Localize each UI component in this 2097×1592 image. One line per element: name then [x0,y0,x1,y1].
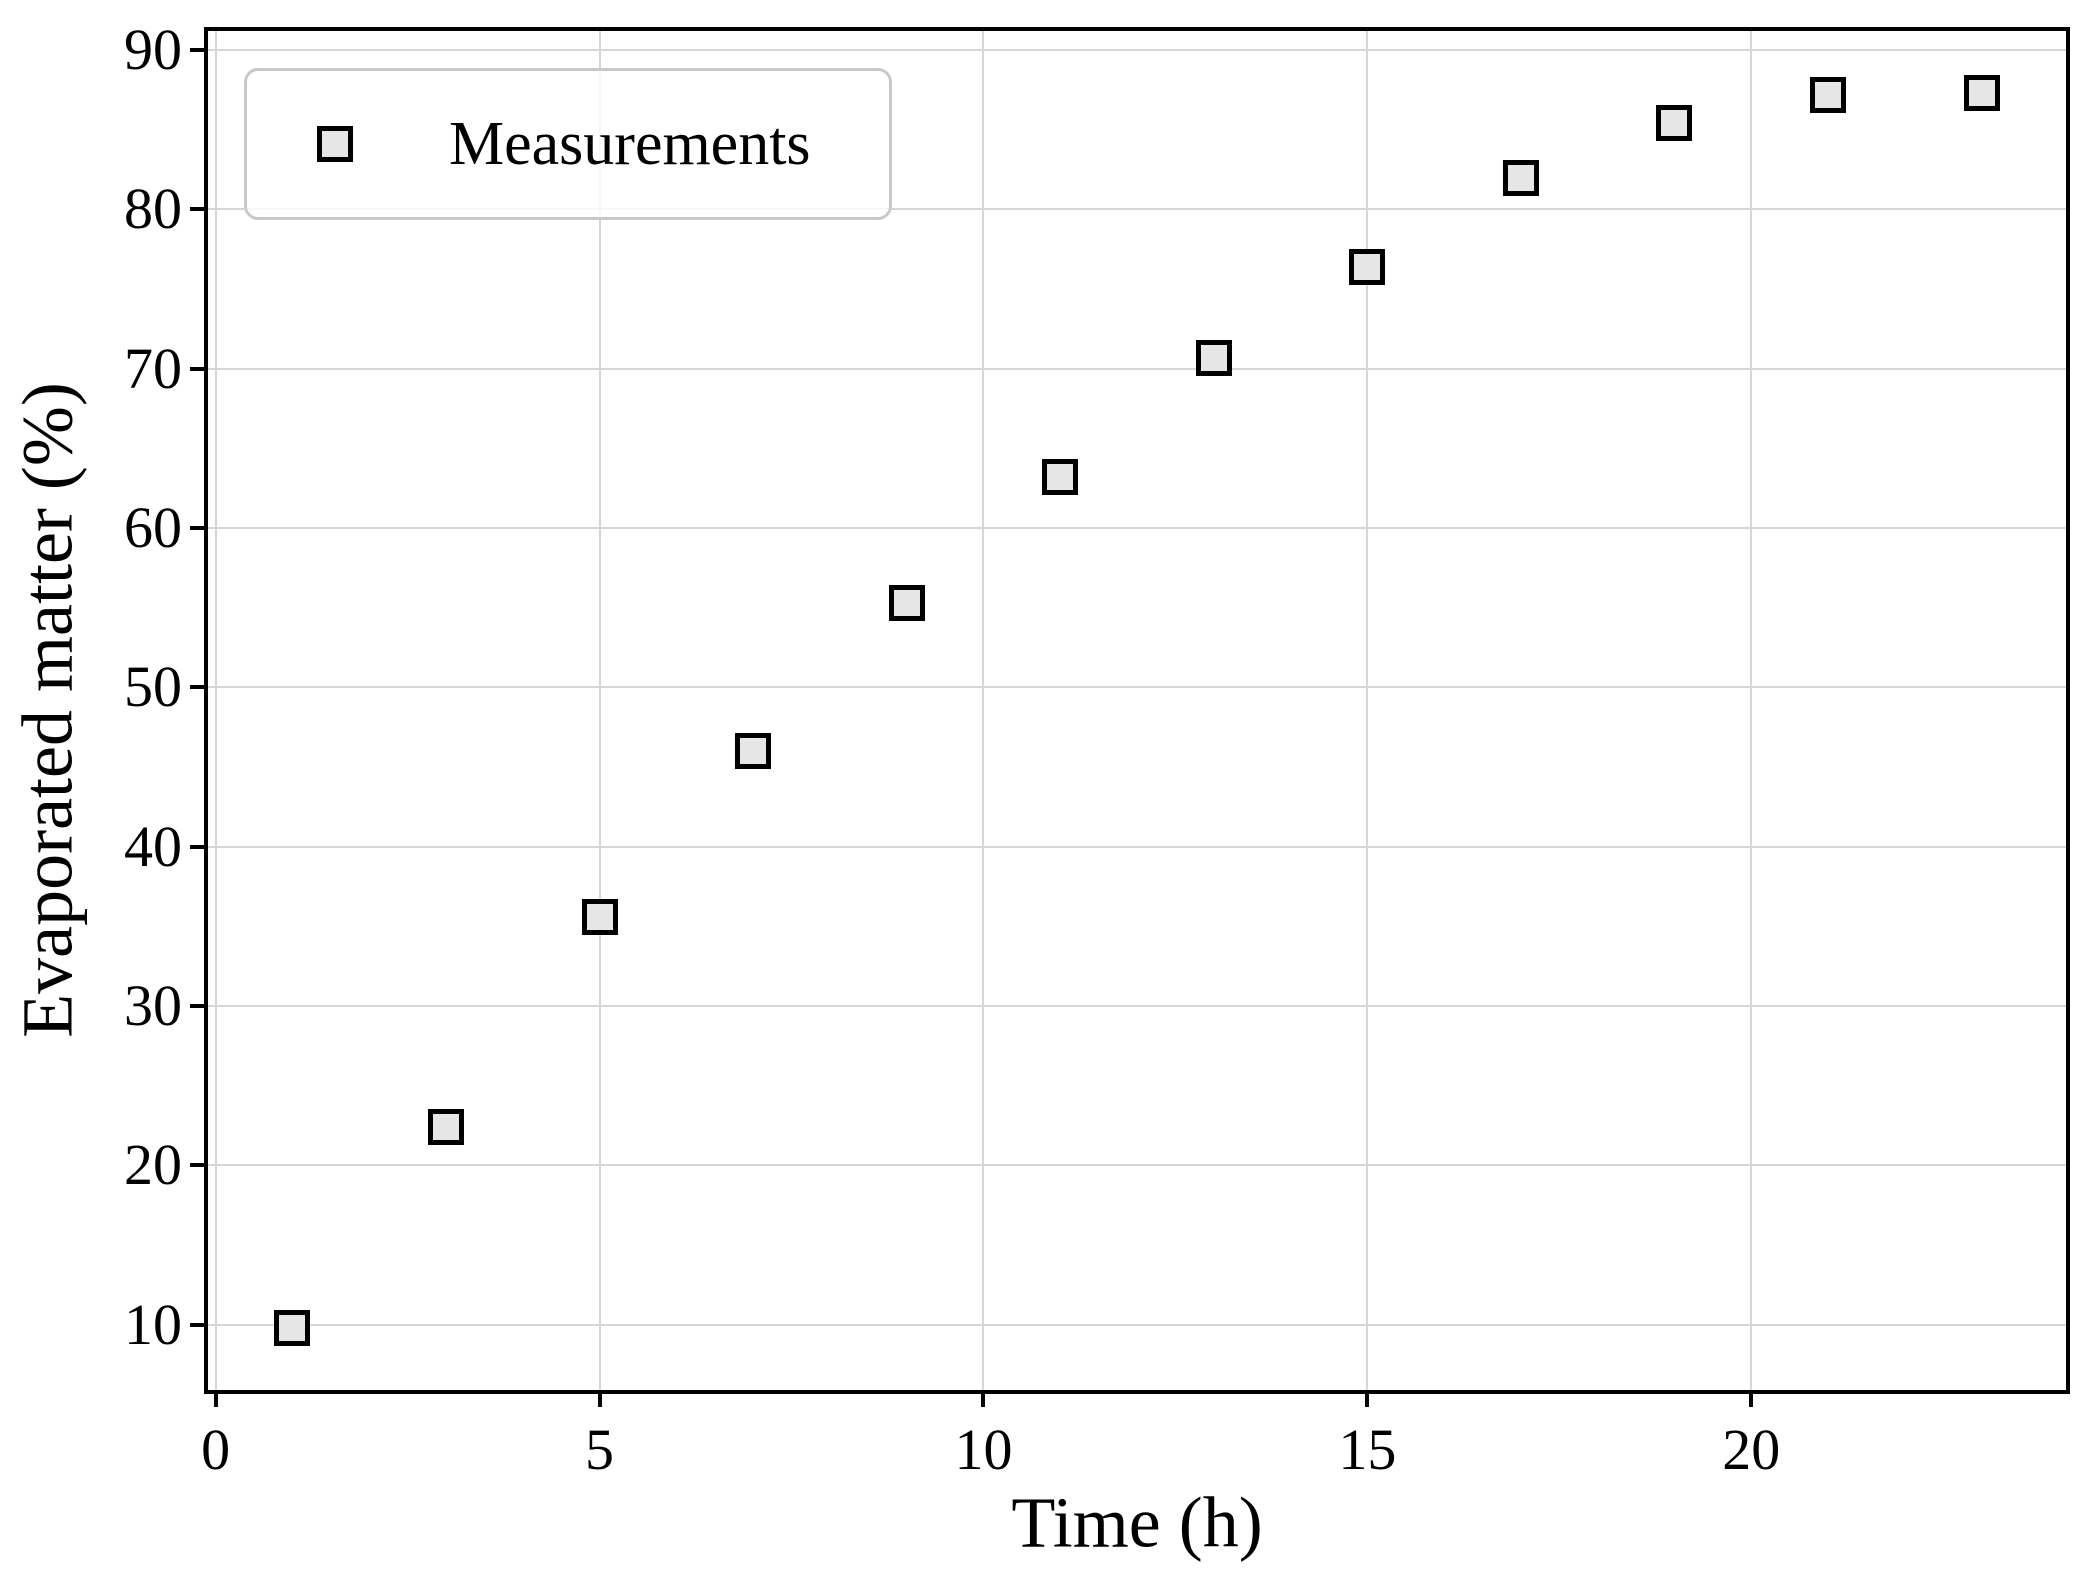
x-tick-label: 20 [1722,1417,1781,1482]
x-tick-mark [213,1394,218,1407]
y-tick-mark [190,844,204,849]
x-tick-mark [981,1394,986,1407]
y-tick-label: 10 [124,1291,182,1357]
x-tick-label: 0 [201,1417,231,1482]
y-axis-title: Evaporated matter (%) [7,382,88,1038]
y-tick-mark [190,526,204,531]
y-tick-label: 20 [124,1132,182,1198]
legend-label: Measurements [449,109,811,178]
y-tick-mark [190,685,204,690]
y-tick-mark [190,207,204,212]
x-tick-mark [1749,1394,1754,1407]
y-tick-mark [190,1322,204,1327]
x-axis-title: Time (h) [1011,1482,1263,1563]
y-tick-mark [190,48,204,53]
y-tick-label: 80 [124,176,182,242]
legend: Measurements [244,68,892,220]
y-tick-mark [190,366,204,371]
x-tick-label: 5 [585,1417,615,1482]
y-tick-mark [190,1163,204,1168]
plot-area [204,27,2070,1394]
x-tick-label: 15 [1338,1417,1397,1482]
x-tick-mark [597,1394,602,1407]
y-tick-label: 90 [124,17,182,83]
y-tick-mark [190,1004,204,1009]
x-tick-label: 10 [954,1417,1013,1482]
square-marker-icon [317,126,353,162]
x-tick-mark [1365,1394,1370,1407]
